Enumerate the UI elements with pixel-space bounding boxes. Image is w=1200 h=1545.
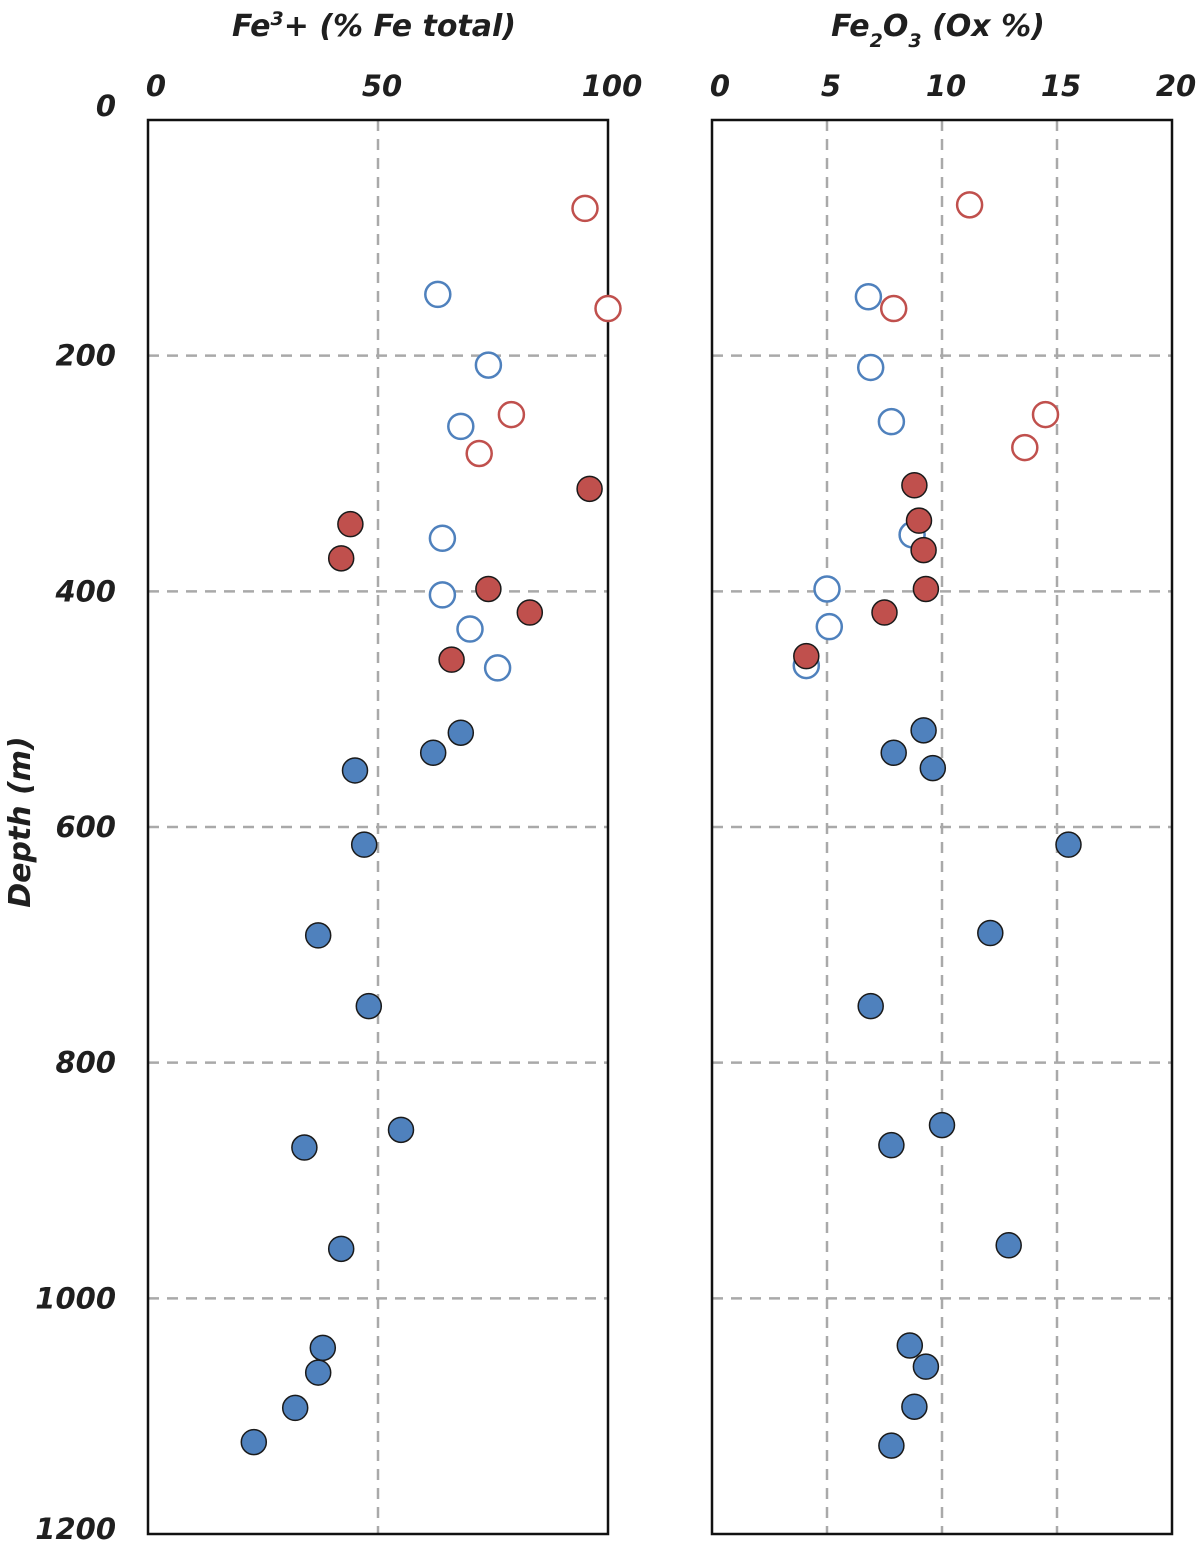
filled-blue-point <box>878 1432 905 1459</box>
filled-blue-point <box>291 1134 318 1161</box>
filled-blue-point <box>878 1131 905 1159</box>
filled-blue-point <box>910 717 937 744</box>
filled-blue-point <box>901 1393 928 1420</box>
panel1-frame <box>146 118 610 1536</box>
fe2o3-panel: 0 5 10 15 20 <box>710 69 1196 1536</box>
filled-red-point <box>912 575 940 603</box>
filled-blue-point <box>304 1359 332 1386</box>
open-blue-point <box>456 615 484 643</box>
panel2-data-points <box>792 191 1082 1459</box>
panel2-gridlines <box>712 120 1172 1534</box>
filled-blue-point <box>350 831 378 858</box>
open-red-point <box>571 194 599 223</box>
x-tick-label: 0 <box>710 69 730 103</box>
open-blue-point <box>815 612 844 641</box>
x-tick-label: 50 <box>362 69 402 103</box>
x-tick-label: 5 <box>821 69 841 103</box>
open-blue-point <box>813 575 841 603</box>
filled-red-point <box>438 646 465 673</box>
open-blue-point <box>856 353 885 382</box>
filled-blue-point <box>977 919 1004 947</box>
y-tick-label: 1000 <box>35 1281 116 1315</box>
open-blue-point <box>877 407 906 436</box>
filled-blue-point <box>995 1232 1022 1259</box>
panel2-title: Fe2O3 (Ox %) <box>831 9 1045 52</box>
open-blue-point <box>424 280 452 309</box>
y-tick-label: 600 <box>55 810 116 844</box>
panel2-x-tick-labels: 0 5 10 15 20 <box>710 69 1196 103</box>
filled-blue-point <box>240 1428 268 1456</box>
filled-blue-point <box>304 922 332 949</box>
x-tick-label: 15 <box>1041 69 1081 103</box>
filled-red-point <box>910 536 937 564</box>
filled-blue-point <box>896 1332 924 1359</box>
filled-blue-point <box>912 1353 940 1380</box>
panel1-x-tick-labels: 0 50 100 <box>146 69 642 103</box>
filled-blue-point <box>447 719 475 746</box>
x-tick-label: 20 <box>1156 69 1196 103</box>
open-blue-point <box>474 351 503 379</box>
open-red-point <box>465 439 493 468</box>
open-blue-point <box>447 412 475 441</box>
filled-red-point <box>475 575 502 603</box>
open-red-point <box>1011 433 1039 462</box>
filled-red-point <box>576 475 603 503</box>
open-blue-point <box>483 654 512 682</box>
filled-blue-point <box>419 739 447 767</box>
x-tick-label: 100 <box>582 69 643 103</box>
filled-blue-point <box>309 1334 337 1362</box>
open-blue-point <box>428 524 457 553</box>
panel1-data-points <box>240 194 622 1456</box>
open-blue-point <box>428 581 457 609</box>
filled-red-point <box>337 510 364 538</box>
y-tick-labels: 0 200 400 600 800 1000 1200 <box>35 89 116 1545</box>
y-tick-label: 800 <box>55 1046 116 1080</box>
y-tick-label: 1200 <box>35 1512 116 1545</box>
open-red-point <box>594 294 622 323</box>
open-red-point <box>879 294 908 323</box>
y-tick-label: 400 <box>54 574 116 608</box>
filled-blue-point <box>341 757 369 784</box>
filled-red-point <box>327 545 355 572</box>
y-axis-label: Depth (m) <box>3 736 38 908</box>
panel1-gridlines <box>148 120 608 1534</box>
filled-blue-point <box>928 1111 956 1139</box>
filled-blue-point <box>857 992 884 1020</box>
filled-red-point <box>901 472 928 499</box>
y-tick-label: 200 <box>55 339 116 373</box>
filled-blue-point <box>919 754 947 782</box>
panel2-frame <box>710 118 1174 1536</box>
x-tick-label: 0 <box>146 69 166 103</box>
y-tick-label: 0 <box>96 89 116 123</box>
filled-red-point <box>516 599 544 626</box>
x-tick-label: 10 <box>926 69 966 103</box>
filled-blue-point <box>327 1235 355 1263</box>
fe3-panel: 0 50 100 0 200 400 600 800 1000 1200 <box>35 69 642 1545</box>
filled-red-point <box>793 642 820 670</box>
filled-blue-point <box>1055 831 1082 858</box>
panel1-title: Fe3+ (% Fe total) <box>232 8 516 44</box>
filled-red-point <box>905 507 933 534</box>
open-red-point <box>497 400 526 429</box>
open-blue-point <box>854 283 883 311</box>
filled-blue-point <box>880 739 907 767</box>
open-red-point <box>1031 400 1060 429</box>
filled-blue-point <box>387 1116 415 1144</box>
open-red-point <box>955 191 984 219</box>
filled-red-point <box>871 599 898 626</box>
filled-blue-point <box>355 992 383 1020</box>
filled-blue-point <box>281 1394 309 1422</box>
